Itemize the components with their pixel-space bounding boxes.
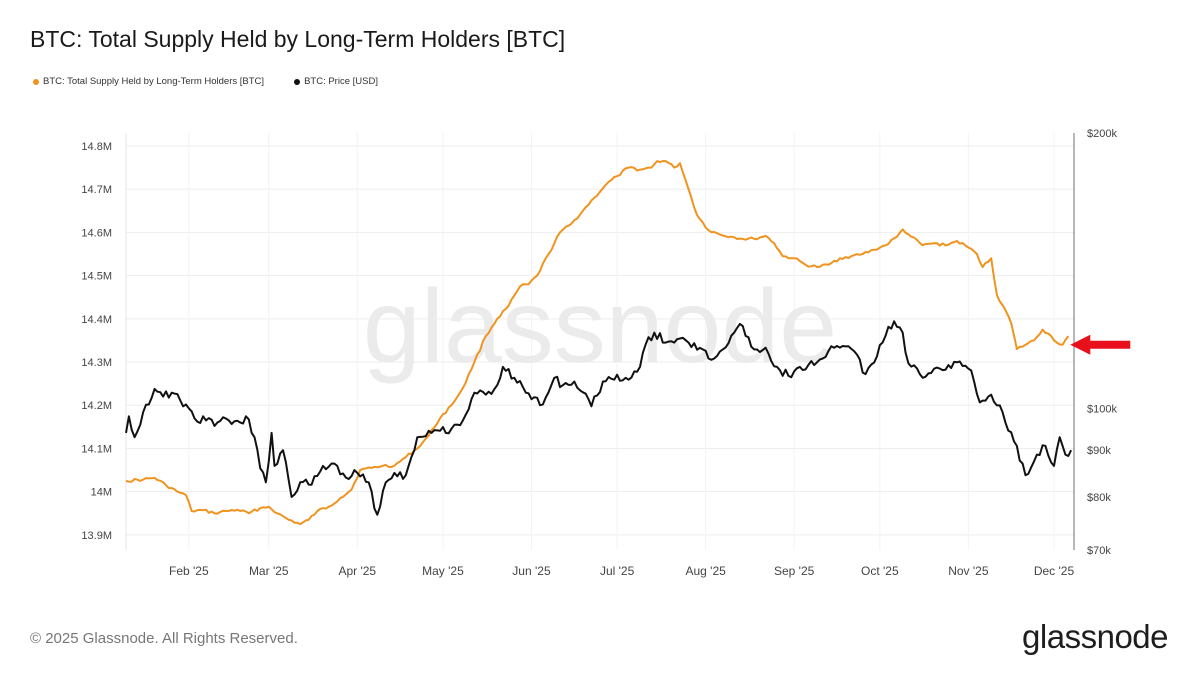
right-tick-label: $80k <box>1087 492 1111 504</box>
right-tick-label: $200k <box>1087 128 1117 140</box>
series-group <box>125 160 1073 526</box>
x-tick-label: Feb '25 <box>169 564 209 578</box>
series-line-lth-supply <box>125 160 1070 526</box>
left-tick-label: 14.7M <box>81 184 112 196</box>
x-tick-label: Aug '25 <box>685 564 726 578</box>
left-tick-label: 13.9M <box>81 530 112 542</box>
left-axis: 13.9M 14M 14.1M 14.2M 14.3M 14.4M 14.5M 14.6M 14… <box>81 133 127 550</box>
right-tick-label: $70k <box>1087 545 1111 557</box>
x-tick-label: Mar '25 <box>249 564 289 578</box>
x-tick-label: Nov '25 <box>948 564 989 578</box>
legend-dot-lth-supply <box>33 78 39 85</box>
right-axis: $70k $80k $90k $100k $200k <box>1073 128 1117 557</box>
legend-dot-price <box>294 78 301 85</box>
x-tick-label: Oct '25 <box>861 564 899 578</box>
x-tick-label: May '25 <box>422 564 464 578</box>
left-tick-label: 14.6M <box>81 227 112 239</box>
x-tick-label: Sep '25 <box>774 564 815 578</box>
chart-title: BTC: Total Supply Held by Long-Term Hold… <box>30 26 566 52</box>
x-tick-label: Jun '25 <box>512 564 551 578</box>
x-tick-label: Jul '25 <box>600 564 635 578</box>
watermark: glassnode <box>363 269 837 385</box>
left-tick-label: 14M <box>91 487 112 499</box>
left-tick-label: 14.4M <box>81 314 112 326</box>
chart-legend: BTC: Total Supply Held by Long-Term Hold… <box>33 76 378 87</box>
left-tick-label: 14.3M <box>81 357 112 369</box>
legend-label-lth-supply: BTC: Total Supply Held by Long-Term Hold… <box>43 76 265 87</box>
left-tick-label: 14.8M <box>81 141 112 153</box>
legend-item-lth-supply[interactable]: BTC: Total Supply Held by Long-Term Hold… <box>33 76 264 87</box>
brand-logo[interactable]: glassnode <box>1022 618 1168 655</box>
series-line-price <box>125 320 1073 516</box>
legend-item-price[interactable]: BTC: Price [USD] <box>294 76 378 87</box>
x-tick-label: Apr '25 <box>338 564 376 578</box>
left-tick-label: 14.2M <box>81 400 112 412</box>
left-tick-label: 14.5M <box>81 271 112 283</box>
annotation-group <box>1070 334 1131 355</box>
right-tick-label: $90k <box>1087 445 1111 457</box>
x-axis: Feb '25 Mar '25 Apr '25 May '25 Jun '25 Jul '… <box>169 564 1075 578</box>
red-arrow-annotation <box>1070 334 1131 355</box>
legend-label-price: BTC: Price [USD] <box>304 76 378 87</box>
copyright-footer: © 2025 Glassnode. All Rights Reserved. <box>30 630 298 647</box>
chart-plot: glassnode 13.9M 14M 14.1M 14.2M 14.3M 14.4M 14… <box>81 128 1131 578</box>
grid-lines <box>126 133 1074 550</box>
left-tick-label: 14.1M <box>81 443 112 455</box>
x-tick-label: Dec '25 <box>1034 564 1075 578</box>
right-tick-label: $100k <box>1087 403 1117 415</box>
